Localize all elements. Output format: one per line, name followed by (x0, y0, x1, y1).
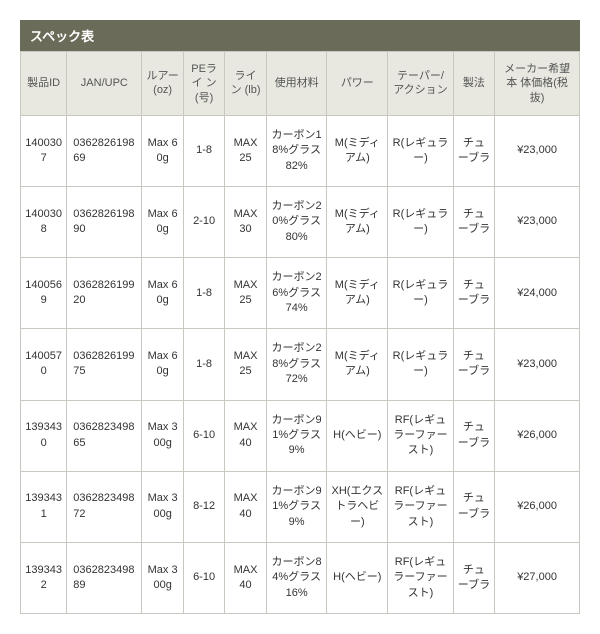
table-cell: カーボン84%グラス16% (266, 542, 327, 613)
table-row: 1393430036282349865Max 300g6-10MAX 40カーボ… (21, 400, 580, 471)
table-cell: チューブラ (453, 400, 494, 471)
table-cell: 1393430 (21, 400, 67, 471)
table-cell: 1400307 (21, 115, 67, 186)
table-cell: ¥23,000 (495, 329, 580, 400)
table-cell: 2-10 (183, 187, 224, 258)
col-taper: テーパー/ アクション (388, 52, 454, 116)
table-row: 1393431036282349872Max 300g8-12MAX 40カーボ… (21, 471, 580, 542)
col-jan-upc: JAN/UPC (67, 52, 142, 116)
table-cell: MAX 25 (225, 115, 266, 186)
table-cell: Max 60g (142, 258, 183, 329)
table-cell: 036282619869 (67, 115, 142, 186)
col-price: メーカー希望本 体価格(税抜) (495, 52, 580, 116)
table-cell: M(ミディアム) (327, 258, 388, 329)
table-cell: R(レギュラー) (388, 329, 454, 400)
col-pe-line: PEライ ン(号) (183, 52, 224, 116)
table-cell: 036282619890 (67, 187, 142, 258)
table-cell: M(ミディアム) (327, 187, 388, 258)
table-title: スペック表 (20, 20, 580, 51)
table-cell: RF(レギュラーファースト) (388, 542, 454, 613)
table-cell: RF(レギュラーファースト) (388, 400, 454, 471)
table-cell: ¥26,000 (495, 471, 580, 542)
table-cell: M(ミディアム) (327, 329, 388, 400)
table-cell: カーボン20%グラス80% (266, 187, 327, 258)
table-cell: 036282349872 (67, 471, 142, 542)
table-cell: 1400569 (21, 258, 67, 329)
table-cell: カーボン18%グラス82% (266, 115, 327, 186)
table-row: 1400308036282619890Max 60g2-10MAX 30カーボン… (21, 187, 580, 258)
col-line: ライン (lb) (225, 52, 266, 116)
table-cell: チューブラ (453, 329, 494, 400)
table-cell: ¥23,000 (495, 115, 580, 186)
table-row: 1400570036282619975Max 60g1-8MAX 25カーボン2… (21, 329, 580, 400)
table-cell: MAX 25 (225, 258, 266, 329)
table-cell: 1400308 (21, 187, 67, 258)
table-cell: チューブラ (453, 471, 494, 542)
table-cell: RF(レギュラーファースト) (388, 471, 454, 542)
col-power: パワー (327, 52, 388, 116)
table-cell: ¥27,000 (495, 542, 580, 613)
table-cell: 1-8 (183, 258, 224, 329)
table-cell: 1393431 (21, 471, 67, 542)
table-cell: チューブラ (453, 187, 494, 258)
table-cell: 1-8 (183, 329, 224, 400)
table-cell: チューブラ (453, 542, 494, 613)
table-cell: MAX 25 (225, 329, 266, 400)
header-row: 製品ID JAN/UPC ルアー (oz) PEライ ン(号) ライン (lb)… (21, 52, 580, 116)
table-cell: 6-10 (183, 400, 224, 471)
table-cell: チューブラ (453, 258, 494, 329)
col-material: 使用材料 (266, 52, 327, 116)
table-row: 1393432036282349889Max 300g6-10MAX 40カーボ… (21, 542, 580, 613)
table-cell: カーボン28%グラス72% (266, 329, 327, 400)
table-cell: H(ヘビー) (327, 400, 388, 471)
table-cell: R(レギュラー) (388, 115, 454, 186)
col-product-id: 製品ID (21, 52, 67, 116)
table-cell: 036282619975 (67, 329, 142, 400)
table-row: 1400307036282619869Max 60g1-8MAX 25カーボン1… (21, 115, 580, 186)
table-cell: Max 300g (142, 542, 183, 613)
table-cell: 036282619920 (67, 258, 142, 329)
table-cell: MAX 40 (225, 400, 266, 471)
table-cell: カーボン91%グラス9% (266, 400, 327, 471)
table-cell: Max 60g (142, 187, 183, 258)
table-cell: R(レギュラー) (388, 258, 454, 329)
table-cell: Max 300g (142, 471, 183, 542)
table-cell: チューブラ (453, 115, 494, 186)
table-cell: カーボン91%グラス9% (266, 471, 327, 542)
table-cell: Max 60g (142, 329, 183, 400)
table-cell: MAX 40 (225, 471, 266, 542)
table-cell: ¥26,000 (495, 400, 580, 471)
table-cell: Max 60g (142, 115, 183, 186)
table-cell: 8-12 (183, 471, 224, 542)
table-cell: 036282349865 (67, 400, 142, 471)
table-cell: 1-8 (183, 115, 224, 186)
table-cell: カーボン26%グラス74% (266, 258, 327, 329)
table-cell: XH(エクストラヘビー) (327, 471, 388, 542)
table-cell: 1393432 (21, 542, 67, 613)
table-cell: 1400570 (21, 329, 67, 400)
table-row: 1400569036282619920Max 60g1-8MAX 25カーボン2… (21, 258, 580, 329)
table-cell: Max 300g (142, 400, 183, 471)
table-cell: ¥24,000 (495, 258, 580, 329)
table-cell: MAX 30 (225, 187, 266, 258)
table-cell: M(ミディアム) (327, 115, 388, 186)
col-method: 製法 (453, 52, 494, 116)
table-cell: R(レギュラー) (388, 187, 454, 258)
table-cell: MAX 40 (225, 542, 266, 613)
table-cell: 036282349889 (67, 542, 142, 613)
col-lure: ルアー (oz) (142, 52, 183, 116)
spec-table: 製品ID JAN/UPC ルアー (oz) PEライ ン(号) ライン (lb)… (20, 51, 580, 614)
table-cell: ¥23,000 (495, 187, 580, 258)
table-cell: 6-10 (183, 542, 224, 613)
table-cell: H(ヘビー) (327, 542, 388, 613)
